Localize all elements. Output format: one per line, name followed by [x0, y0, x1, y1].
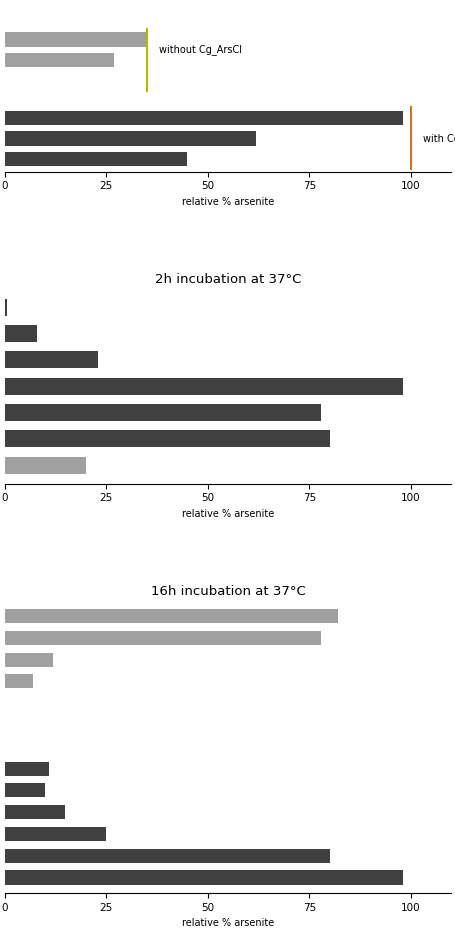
- Bar: [5, 152, 187, 166]
- Bar: [5, 299, 6, 316]
- Bar: [5, 53, 114, 67]
- Bar: [5, 378, 402, 394]
- Bar: [5, 609, 337, 623]
- Bar: [5, 111, 402, 125]
- Text: with Cg_ArsCl: with Cg_ArsCl: [422, 133, 455, 144]
- Bar: [5, 431, 329, 447]
- Bar: [5, 404, 321, 421]
- Bar: [5, 325, 37, 342]
- Text: without Cg_ArsCl: without Cg_ArsCl: [159, 44, 242, 55]
- Title: 2h incubation at 37°C: 2h incubation at 37°C: [155, 273, 300, 286]
- Bar: [5, 805, 66, 819]
- X-axis label: relative % arsenite: relative % arsenite: [182, 509, 273, 519]
- X-axis label: relative % arsenite: relative % arsenite: [182, 918, 273, 928]
- Title: 16h incubation at 37°C: 16h incubation at 37°C: [150, 585, 305, 598]
- Bar: [5, 827, 106, 841]
- Bar: [5, 457, 86, 473]
- Bar: [5, 352, 98, 368]
- Bar: [5, 762, 49, 776]
- Bar: [5, 870, 402, 884]
- Bar: [5, 631, 321, 644]
- Bar: [5, 674, 33, 688]
- Bar: [5, 653, 53, 667]
- Bar: [5, 131, 256, 146]
- X-axis label: relative % arsenite: relative % arsenite: [182, 197, 273, 206]
- Bar: [5, 783, 45, 797]
- Bar: [5, 32, 147, 46]
- Bar: [5, 849, 329, 863]
